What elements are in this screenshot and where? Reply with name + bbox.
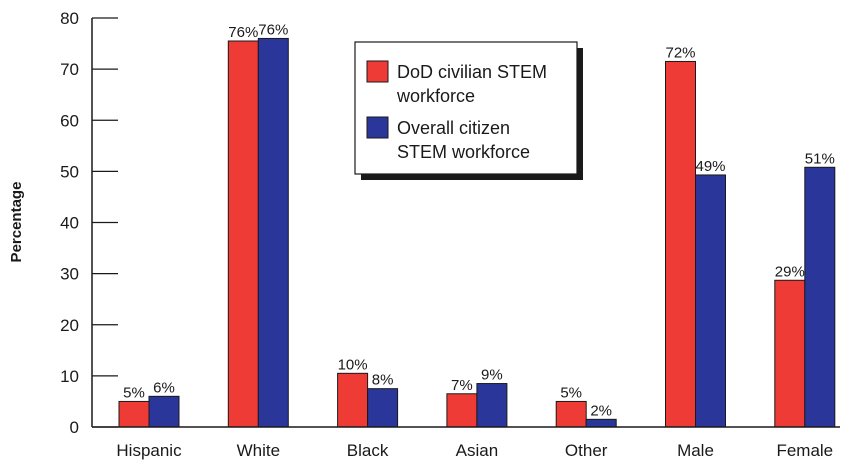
legend-box: [354, 41, 578, 175]
bar-black-series-1: [337, 372, 369, 428]
x-tick-label-hispanic: Hispanic: [116, 441, 182, 460]
bar-hispanic-series-2: [148, 395, 180, 428]
y-tick-label-0: 0: [70, 418, 79, 437]
data-label-female-series-2: 51%: [805, 150, 835, 167]
bar-female-series-1: [774, 279, 806, 428]
data-label-hispanic-series-1: 5%: [123, 384, 145, 401]
y-tick-label-20: 20: [60, 316, 79, 335]
y-tick-label-10: 10: [60, 367, 79, 386]
legend-label-series-1-line-2: workforce: [396, 86, 475, 106]
legend: DoD civilian STEM workforce Overall citize…: [354, 41, 583, 180]
y-tick-label-80: 80: [60, 9, 79, 28]
axes-group: Hispanic White Black Asian Other Male Female 0 1…: [60, 9, 840, 460]
legend-swatch-series-1: [366, 60, 389, 83]
bar-other-series-2: [585, 418, 617, 428]
bar-male-series-1: [665, 60, 696, 428]
data-label-black-series-2: 8%: [372, 372, 394, 389]
bar-other-series-1: [555, 400, 587, 428]
data-label-male-series-1: 72%: [665, 44, 695, 61]
data-label-other-series-2: 2%: [590, 402, 612, 419]
bar-asian-series-2: [476, 383, 508, 428]
y-tick-label-60: 60: [60, 111, 79, 130]
y-tick-label-50: 50: [60, 162, 79, 181]
legend-swatch-series-2: [366, 116, 389, 139]
data-label-asian-series-1: 7%: [451, 377, 473, 394]
bar-hispanic-series-1: [118, 400, 150, 428]
x-tick-label-black: Black: [347, 441, 389, 460]
x-tick-label-white: White: [237, 441, 280, 460]
bar-black-series-2: [367, 388, 399, 428]
data-label-female-series-1: 29%: [775, 263, 805, 280]
data-label-black-series-1: 10%: [338, 356, 368, 373]
bar-male-series-2: [695, 174, 726, 428]
bars-group: 5% 6% 76% 76% 10%8% 7% 9% 5% 2% 72% 49% 29% 51%: [118, 21, 836, 428]
x-tick-label-asian: Asian: [456, 441, 499, 460]
data-label-asian-series-2: 9%: [481, 367, 503, 384]
data-label-hispanic-series-2: 6%: [153, 379, 175, 396]
bar-white-series-1: [227, 40, 259, 428]
legend-label-series-2-line-1: Overall citizen: [397, 118, 510, 138]
data-label-white-series-2: 76%: [258, 21, 288, 38]
data-label-white-series-1: 76%: [228, 24, 258, 41]
bar-asian-series-1: [446, 393, 478, 428]
data-label-other-series-1: 5%: [560, 384, 582, 401]
legend-label-series-1-line-1: DoD civilian STEM: [397, 62, 547, 82]
y-tick-label-30: 30: [60, 265, 79, 284]
data-label-male-series-2: 49%: [695, 158, 725, 175]
x-tick-label-female: Female: [776, 441, 833, 460]
y-tick-label-70: 70: [60, 60, 79, 79]
y-axis-title: Percentage: [8, 182, 25, 263]
bar-white-series-2: [257, 37, 289, 428]
y-tick-label-40: 40: [60, 214, 79, 233]
bar-female-series-2: [804, 166, 836, 428]
x-tick-label-other: Other: [565, 441, 608, 460]
legend-label-series-2-line-2: STEM workforce: [397, 142, 530, 162]
x-tick-label-male: Male: [677, 441, 714, 460]
